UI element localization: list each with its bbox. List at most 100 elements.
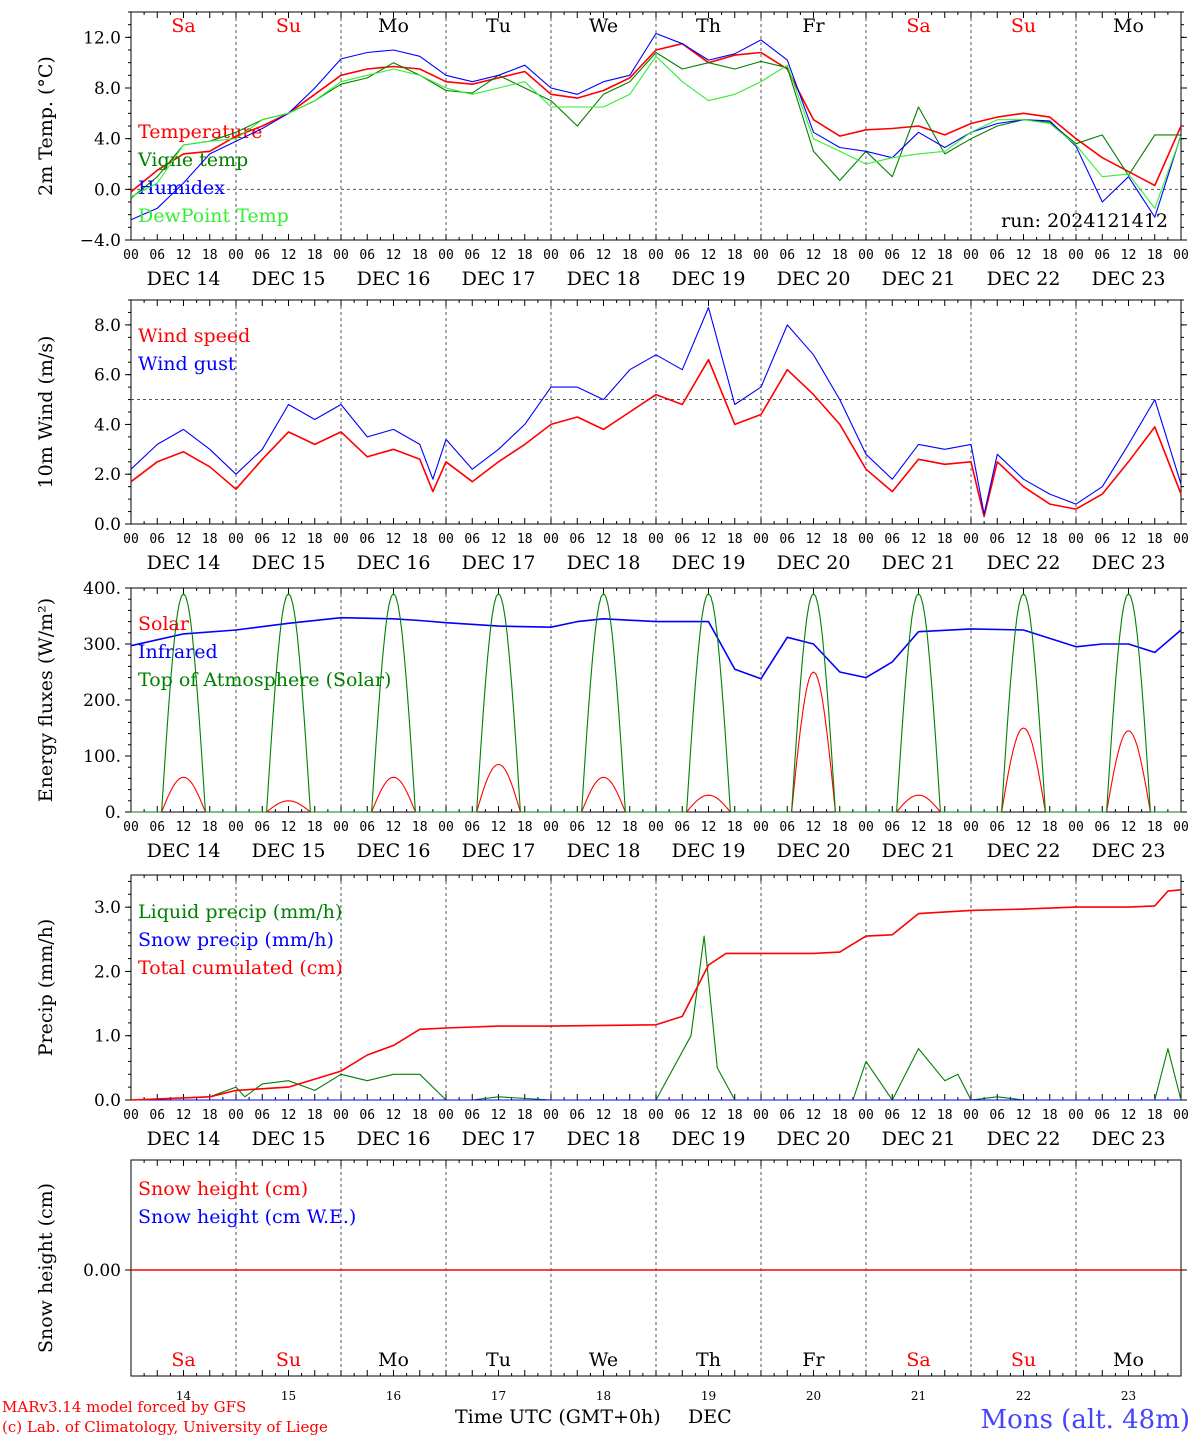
- day-name-label: Su: [276, 1349, 301, 1371]
- hour-tick-label: 18: [202, 248, 218, 263]
- y-axis-label: 2m Temp. (°C): [35, 56, 57, 196]
- hour-tick-label: 12: [1016, 820, 1032, 835]
- day-name-label: Sa: [906, 1349, 930, 1371]
- hour-tick-label: 00: [1173, 248, 1189, 263]
- panel-energy: 400. 300. 200. 100. 0. Energy fluxes (W/m²) 00…: [35, 579, 1189, 862]
- day-name-label: Tu: [486, 1349, 511, 1371]
- series-line-total-cumulated-cm-: [130, 889, 1182, 1101]
- y-tick-label: 0.: [105, 803, 121, 823]
- station-label: Mons (alt. 48m): [981, 1405, 1190, 1435]
- date-label: DEC 23: [1092, 840, 1166, 862]
- hour-tick-label: 00: [123, 1108, 139, 1123]
- date-label: DEC 18: [567, 840, 641, 862]
- hour-tick-label: 06: [989, 248, 1005, 263]
- date-label: DEC 15: [252, 840, 326, 862]
- hour-tick-label: 00: [543, 820, 559, 835]
- hour-tick-label: 00: [753, 1108, 769, 1123]
- legend-entry: Snow precip (mm/h): [138, 929, 334, 951]
- y-tick-label: 300.: [83, 635, 121, 655]
- hour-tick-label: 06: [884, 1108, 900, 1123]
- date-label: DEC 14: [147, 552, 221, 574]
- hour-tick-label: 00: [123, 248, 139, 263]
- hour-tick-label: 00: [753, 248, 769, 263]
- hour-tick-label: 00: [648, 820, 664, 835]
- legend-entry: Vigne temp: [137, 149, 248, 171]
- hour-tick-label: 06: [254, 820, 270, 835]
- hour-tick-label: 18: [727, 1108, 743, 1123]
- hour-tick-label: 00: [228, 1108, 244, 1123]
- hour-tick-label: 00: [1068, 820, 1084, 835]
- hour-tick-label: 00: [858, 820, 874, 835]
- hour-tick-label: 12: [701, 248, 717, 263]
- y-tick-label: 3.0: [94, 898, 121, 918]
- hour-tick-label: 00: [1173, 1108, 1189, 1123]
- hour-tick-label: 18: [202, 532, 218, 547]
- date-label: DEC 20: [777, 552, 851, 574]
- hour-tick-label: 06: [254, 532, 270, 547]
- day-name-label: We: [589, 15, 618, 37]
- hour-tick-label: 06: [149, 820, 165, 835]
- y-axis-label: Precip (mm/h): [35, 919, 57, 1057]
- hour-tick-label: 00: [753, 820, 769, 835]
- day-name-label: Th: [696, 1349, 721, 1371]
- hour-tick-label: 06: [1094, 820, 1110, 835]
- date-label: DEC 21: [882, 840, 956, 862]
- hour-tick-label: 12: [491, 248, 507, 263]
- hour-tick-label: 18: [1147, 532, 1163, 547]
- hour-tick-label: 00: [438, 248, 454, 263]
- hour-tick-label: 12: [491, 820, 507, 835]
- series-line-humidex: [130, 32, 1182, 221]
- day-name-label: Th: [696, 15, 721, 37]
- hour-tick-label: 06: [359, 248, 375, 263]
- date-label: DEC 14: [147, 1128, 221, 1150]
- hour-tick-label: 18: [622, 248, 638, 263]
- day-number-label: 16: [386, 1389, 401, 1403]
- hour-tick-label: 18: [202, 820, 218, 835]
- hour-tick-label: 18: [307, 1108, 323, 1123]
- series-line-top-of-atmosphere-solar-: [131, 593, 1181, 813]
- date-label: DEC 17: [462, 1128, 536, 1150]
- y-tick-label: 6.0: [94, 366, 121, 386]
- hour-tick-label: 06: [359, 1108, 375, 1123]
- model-credit-line1: MARv3.14 model forced by GFS: [2, 1398, 246, 1416]
- y-tick-label: 200.: [83, 691, 121, 711]
- date-label: DEC 20: [777, 1128, 851, 1150]
- hour-tick-label: 12: [386, 532, 402, 547]
- date-label: DEC 17: [462, 840, 536, 862]
- day-number-label: 14: [176, 1389, 192, 1403]
- date-label: DEC 17: [462, 268, 536, 290]
- hour-tick-label: 06: [779, 820, 795, 835]
- hour-tick-label: 06: [674, 248, 690, 263]
- y-tick-label: 2.0: [94, 962, 121, 982]
- y-tick-label: 0.0: [94, 515, 121, 535]
- legend-entry: Top of Atmosphere (Solar): [138, 669, 391, 691]
- legend-entry: Infrared: [138, 641, 218, 663]
- hour-tick-label: 18: [307, 820, 323, 835]
- day-name-label: Mo: [1113, 15, 1144, 37]
- hour-tick-label: 18: [412, 820, 428, 835]
- hour-tick-label: 12: [281, 248, 297, 263]
- hour-tick-label: 18: [832, 1108, 848, 1123]
- hour-tick-label: 18: [517, 248, 533, 263]
- panels: 12.0 8.0 4.0 0.0 −4.0 2m Temp. (°C) 00 06 12 18 DE…: [35, 11, 1189, 1403]
- hour-tick-label: 12: [1121, 532, 1137, 547]
- date-label: DEC 22: [987, 840, 1061, 862]
- hour-tick-label: 18: [517, 532, 533, 547]
- hour-tick-label: 00: [648, 248, 664, 263]
- day-name-label: Sa: [171, 1349, 195, 1371]
- hour-tick-label: 00: [438, 820, 454, 835]
- hour-tick-label: 18: [937, 248, 953, 263]
- hour-tick-label: 18: [937, 820, 953, 835]
- y-tick-label: 4.0: [94, 130, 121, 150]
- hour-tick-label: 12: [1016, 248, 1032, 263]
- legend-entry: Total cumulated (cm): [138, 957, 343, 979]
- hour-tick-label: 18: [727, 248, 743, 263]
- hour-tick-label: 12: [386, 248, 402, 263]
- hour-tick-label: 00: [333, 820, 349, 835]
- y-tick-label: −4.0: [80, 231, 121, 251]
- panel-temperature: 12.0 8.0 4.0 0.0 −4.0 2m Temp. (°C) 00 06 12 18 DE…: [35, 11, 1189, 290]
- day-number-label: 23: [1121, 1389, 1136, 1403]
- hour-tick-label: 12: [1121, 820, 1137, 835]
- hour-tick-label: 00: [1068, 248, 1084, 263]
- legend-entry: Liquid precip (mm/h): [138, 901, 342, 923]
